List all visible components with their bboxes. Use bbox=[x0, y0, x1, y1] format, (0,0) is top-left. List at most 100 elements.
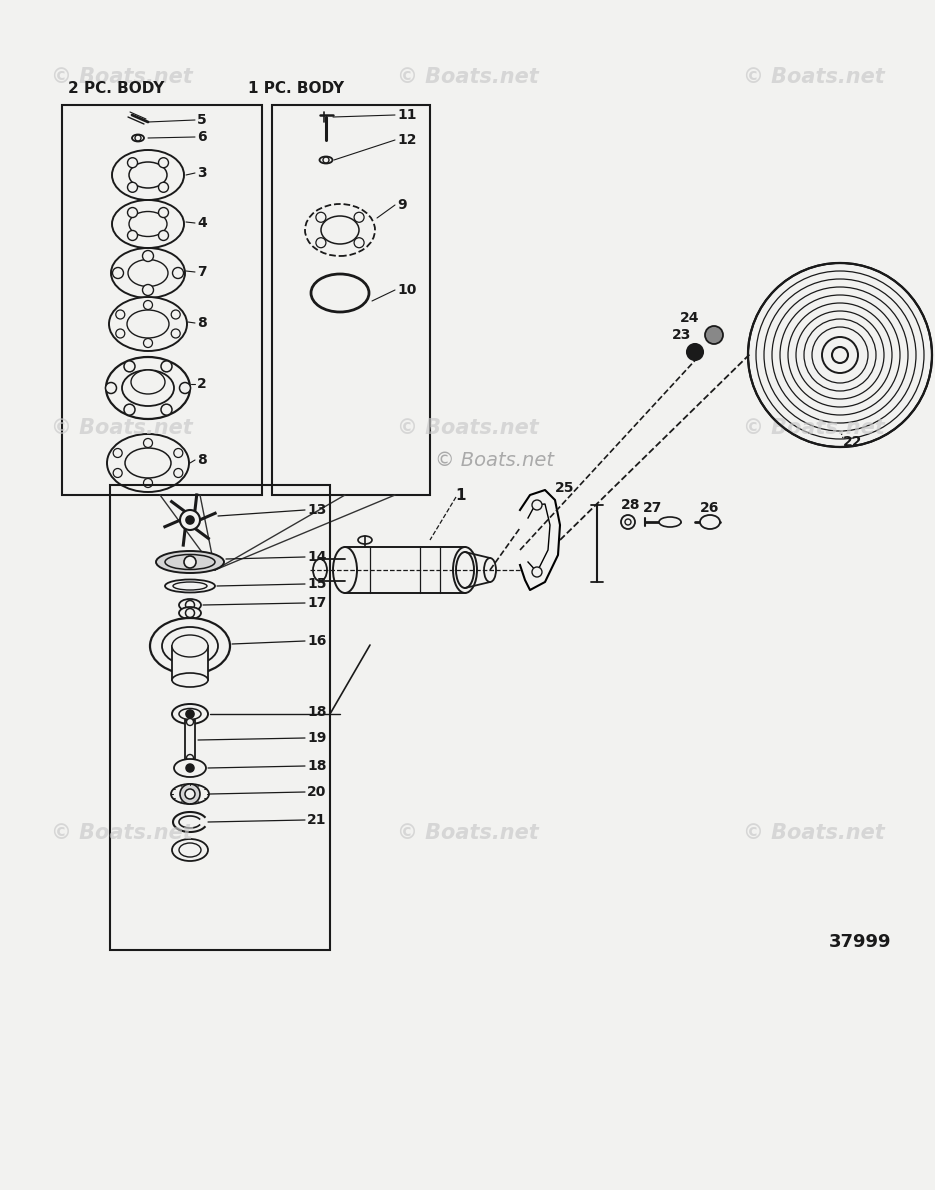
Ellipse shape bbox=[165, 580, 215, 593]
Circle shape bbox=[186, 516, 194, 524]
Ellipse shape bbox=[129, 162, 167, 188]
Circle shape bbox=[822, 337, 858, 372]
Circle shape bbox=[161, 405, 172, 415]
Circle shape bbox=[185, 789, 195, 798]
Circle shape bbox=[186, 710, 194, 718]
Circle shape bbox=[687, 344, 703, 361]
Circle shape bbox=[705, 326, 723, 344]
Text: © Boats.net: © Boats.net bbox=[742, 419, 885, 438]
Text: 12: 12 bbox=[397, 133, 416, 148]
Bar bbox=[62, 105, 262, 495]
Ellipse shape bbox=[127, 311, 169, 338]
Ellipse shape bbox=[162, 627, 218, 665]
Circle shape bbox=[142, 251, 153, 262]
Circle shape bbox=[127, 231, 137, 240]
Ellipse shape bbox=[453, 547, 477, 593]
Circle shape bbox=[316, 212, 326, 223]
Circle shape bbox=[143, 301, 152, 309]
Circle shape bbox=[127, 207, 137, 218]
Text: 23: 23 bbox=[672, 328, 691, 342]
Circle shape bbox=[180, 382, 191, 394]
Circle shape bbox=[171, 328, 180, 338]
Circle shape bbox=[532, 500, 542, 511]
Text: 17: 17 bbox=[307, 596, 326, 610]
Ellipse shape bbox=[150, 618, 230, 674]
Ellipse shape bbox=[156, 551, 224, 574]
Ellipse shape bbox=[106, 357, 190, 419]
Circle shape bbox=[143, 478, 152, 488]
Text: 1 PC. BODY: 1 PC. BODY bbox=[248, 81, 344, 95]
Ellipse shape bbox=[171, 784, 209, 804]
Text: 19: 19 bbox=[307, 731, 326, 745]
Text: 14: 14 bbox=[307, 550, 326, 564]
Circle shape bbox=[186, 719, 194, 726]
Circle shape bbox=[159, 158, 168, 168]
Ellipse shape bbox=[125, 447, 171, 478]
Text: 13: 13 bbox=[307, 503, 326, 516]
Text: © Boats.net: © Boats.net bbox=[50, 419, 193, 438]
Text: 21: 21 bbox=[307, 813, 326, 827]
Ellipse shape bbox=[179, 708, 201, 720]
Circle shape bbox=[185, 608, 194, 618]
Bar bbox=[272, 105, 430, 495]
Ellipse shape bbox=[109, 298, 187, 351]
Ellipse shape bbox=[111, 248, 185, 298]
Ellipse shape bbox=[112, 200, 184, 248]
Text: 20: 20 bbox=[307, 785, 326, 798]
Ellipse shape bbox=[174, 759, 206, 777]
Text: 10: 10 bbox=[397, 283, 416, 298]
Ellipse shape bbox=[313, 559, 327, 581]
Circle shape bbox=[143, 338, 152, 347]
Circle shape bbox=[159, 207, 168, 218]
Circle shape bbox=[172, 268, 183, 278]
Circle shape bbox=[124, 405, 135, 415]
Text: 4: 4 bbox=[197, 217, 207, 230]
Ellipse shape bbox=[358, 536, 372, 544]
Text: 15: 15 bbox=[307, 577, 326, 591]
Text: 3: 3 bbox=[197, 165, 207, 180]
Circle shape bbox=[532, 566, 542, 577]
Text: 26: 26 bbox=[700, 501, 719, 515]
Circle shape bbox=[748, 263, 932, 447]
Text: © Boats.net: © Boats.net bbox=[396, 68, 539, 87]
Text: © Boats.net: © Boats.net bbox=[50, 823, 193, 843]
Ellipse shape bbox=[107, 434, 189, 491]
Text: © Boats.net: © Boats.net bbox=[742, 823, 885, 843]
Circle shape bbox=[106, 382, 117, 394]
Circle shape bbox=[174, 449, 183, 457]
Text: 2 PC. BODY: 2 PC. BODY bbox=[68, 81, 165, 95]
Circle shape bbox=[124, 361, 135, 371]
Circle shape bbox=[171, 311, 180, 319]
Ellipse shape bbox=[179, 599, 201, 610]
Ellipse shape bbox=[311, 274, 369, 312]
Text: 18: 18 bbox=[307, 704, 326, 719]
Text: 8: 8 bbox=[197, 453, 207, 466]
Text: 37999: 37999 bbox=[828, 933, 891, 951]
Circle shape bbox=[180, 511, 200, 530]
Ellipse shape bbox=[165, 555, 215, 570]
Ellipse shape bbox=[321, 217, 359, 244]
Circle shape bbox=[127, 182, 137, 193]
Ellipse shape bbox=[172, 839, 208, 862]
Circle shape bbox=[113, 469, 122, 477]
Circle shape bbox=[161, 361, 172, 371]
Ellipse shape bbox=[173, 582, 207, 590]
Circle shape bbox=[174, 469, 183, 477]
Circle shape bbox=[186, 764, 194, 772]
Ellipse shape bbox=[484, 558, 496, 582]
Ellipse shape bbox=[172, 674, 208, 687]
Circle shape bbox=[112, 268, 123, 278]
Ellipse shape bbox=[131, 370, 165, 394]
Ellipse shape bbox=[179, 843, 201, 857]
Text: © Boats.net: © Boats.net bbox=[396, 419, 539, 438]
Ellipse shape bbox=[659, 516, 681, 527]
Circle shape bbox=[159, 182, 168, 193]
Text: © Boats.net: © Boats.net bbox=[742, 68, 885, 87]
Circle shape bbox=[116, 328, 124, 338]
Circle shape bbox=[127, 158, 137, 168]
Circle shape bbox=[180, 784, 200, 804]
Text: 5: 5 bbox=[197, 113, 207, 127]
Circle shape bbox=[113, 449, 122, 457]
Text: © Boats.net: © Boats.net bbox=[396, 823, 539, 843]
Text: 24: 24 bbox=[680, 311, 699, 325]
